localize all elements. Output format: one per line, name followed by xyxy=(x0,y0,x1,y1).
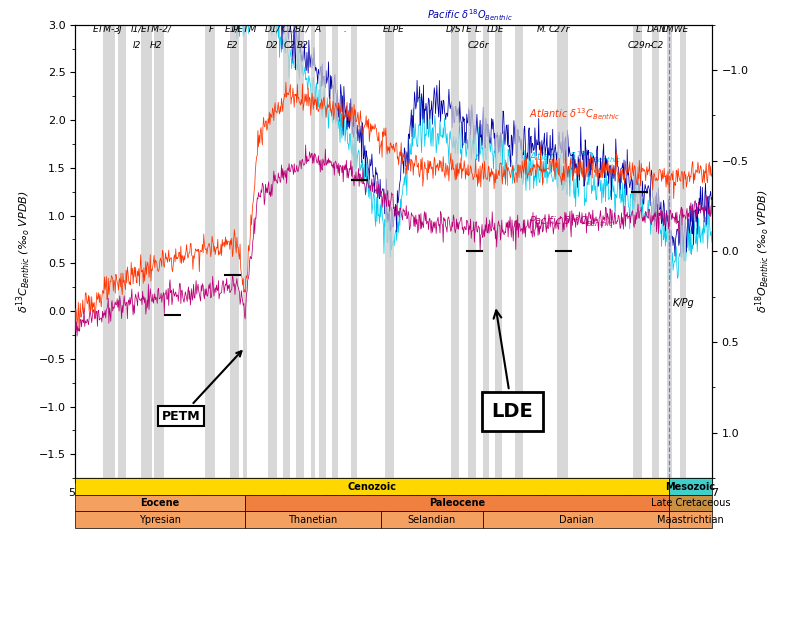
Text: ETM-2/: ETM-2/ xyxy=(140,25,172,34)
Text: B2: B2 xyxy=(297,41,308,50)
Bar xyxy=(351,25,358,478)
Text: D2: D2 xyxy=(267,41,279,50)
Text: C1/: C1/ xyxy=(282,25,297,34)
Bar xyxy=(141,25,152,478)
Y-axis label: $\delta^{18}O_{Benthic}$ (‰$_o$ VPDB): $\delta^{18}O_{Benthic}$ (‰$_o$ VPDB) xyxy=(754,189,772,313)
Text: K/Pg: K/Pg xyxy=(673,299,694,308)
Text: Ypresian: Ypresian xyxy=(139,515,181,525)
Text: Eocene: Eocene xyxy=(141,498,180,508)
Bar xyxy=(296,25,305,478)
Text: L.: L. xyxy=(475,25,483,34)
Text: C29n: C29n xyxy=(628,41,652,50)
Bar xyxy=(385,25,394,478)
Text: Danian: Danian xyxy=(558,515,593,525)
Bar xyxy=(268,25,277,478)
Bar xyxy=(320,25,326,478)
Text: C27r: C27r xyxy=(548,25,570,34)
Bar xyxy=(467,25,476,478)
Text: LDE: LDE xyxy=(491,310,533,421)
Y-axis label: $\delta^{13}C_{Benthic}$ (‰$_o$ VPDB): $\delta^{13}C_{Benthic}$ (‰$_o$ VPDB) xyxy=(15,190,33,313)
Text: ETM-3: ETM-3 xyxy=(93,25,121,34)
Text: ELPE: ELPE xyxy=(383,25,404,34)
Text: DAN: DAN xyxy=(647,25,667,34)
Bar xyxy=(495,25,501,478)
Bar xyxy=(153,25,165,478)
Text: Selandian: Selandian xyxy=(407,515,456,525)
Bar xyxy=(668,25,672,478)
Bar xyxy=(243,25,247,478)
Text: B1/: B1/ xyxy=(295,25,310,34)
Bar xyxy=(332,25,339,478)
Bar xyxy=(634,25,642,478)
Text: Late Cretaceous: Late Cretaceous xyxy=(651,498,730,508)
Text: H2: H2 xyxy=(149,41,162,50)
Text: A: A xyxy=(314,25,320,34)
Text: .: . xyxy=(343,25,346,34)
Text: Mesozoic: Mesozoic xyxy=(665,481,716,492)
Text: I1/: I1/ xyxy=(131,25,142,34)
Text: Pacific $\delta^{18}O_{Benthic}$: Pacific $\delta^{18}O_{Benthic}$ xyxy=(427,7,513,23)
Text: PETM: PETM xyxy=(162,351,241,423)
Text: Maastrichtian: Maastrichtian xyxy=(657,515,724,525)
Bar xyxy=(557,25,568,478)
Text: Paleocene: Paleocene xyxy=(430,498,485,508)
Text: Pacific $\delta^{13}C_{Benthic}$: Pacific $\delta^{13}C_{Benthic}$ xyxy=(529,213,614,229)
Text: LDE: LDE xyxy=(486,25,504,34)
Text: Cenozoic: Cenozoic xyxy=(348,481,397,492)
Bar xyxy=(680,25,687,478)
Bar xyxy=(653,25,659,478)
Text: E1/: E1/ xyxy=(225,25,240,34)
Bar xyxy=(514,25,523,478)
Text: -C2: -C2 xyxy=(649,41,664,50)
Text: M.: M. xyxy=(537,25,547,34)
Text: Atlantic $\delta^{18}O_{Benthic}$: Atlantic $\delta^{18}O_{Benthic}$ xyxy=(529,149,622,165)
Bar xyxy=(230,25,239,478)
Text: LMWE: LMWE xyxy=(662,25,690,34)
Bar xyxy=(483,25,489,478)
Text: D1/: D1/ xyxy=(265,25,280,34)
Text: PETM: PETM xyxy=(233,25,257,34)
Bar xyxy=(283,25,290,478)
Text: I2: I2 xyxy=(133,41,141,50)
Text: L.: L. xyxy=(636,25,644,34)
Text: J: J xyxy=(119,25,121,34)
Text: C2: C2 xyxy=(283,41,296,50)
Text: E2: E2 xyxy=(226,41,238,50)
Bar xyxy=(311,25,315,478)
X-axis label: Age (Ma): Age (Ma) xyxy=(365,503,422,516)
Text: Thanetian: Thanetian xyxy=(288,515,338,525)
Text: D/STE: D/STE xyxy=(446,25,473,34)
Text: C26r: C26r xyxy=(467,41,489,50)
Bar xyxy=(103,25,115,478)
Text: F: F xyxy=(208,25,214,34)
Bar xyxy=(205,25,215,478)
Bar xyxy=(451,25,460,478)
Bar xyxy=(118,25,126,478)
Text: Atlantic $\delta^{13}C_{Benthic}$: Atlantic $\delta^{13}C_{Benthic}$ xyxy=(529,107,620,122)
